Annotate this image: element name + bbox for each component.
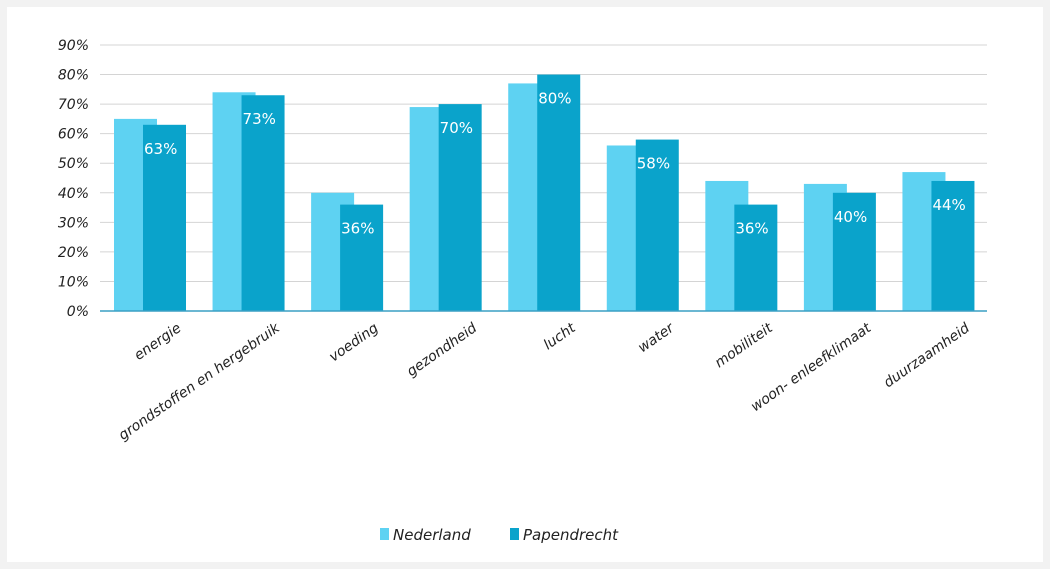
bar-papendrecht-2 bbox=[241, 95, 285, 311]
chart-container: 0% 10% 20% 30% 40% 50% 60% 70% 80% 90% 63% 73% 36% 7… bbox=[7, 7, 1043, 562]
x-category-label: mobiliteit bbox=[712, 320, 776, 371]
data-label: 58% bbox=[637, 155, 670, 173]
x-category-label: voeding bbox=[326, 320, 381, 365]
bar-papendrecht-9 bbox=[931, 180, 975, 311]
y-tick-label: 70% bbox=[58, 97, 89, 113]
bar-papendrecht-8 bbox=[832, 192, 876, 311]
y-tick-label: 0% bbox=[67, 304, 89, 320]
y-tick-label: 30% bbox=[58, 215, 89, 231]
data-label: 36% bbox=[735, 220, 768, 238]
x-category-label: water bbox=[635, 319, 678, 356]
x-category-label: energie bbox=[131, 320, 184, 364]
data-labels: 63% 73% 36% 70% 80% 58% 36% 40% 44% bbox=[144, 90, 966, 238]
legend-swatch-papendrecht bbox=[510, 528, 519, 540]
legend-swatch-nederland bbox=[380, 528, 389, 540]
data-label: 63% bbox=[144, 140, 177, 158]
y-tick-label: 50% bbox=[58, 156, 89, 172]
legend-label-nederland: Nederland bbox=[393, 526, 471, 544]
y-tick-label: 10% bbox=[58, 274, 89, 290]
data-label: 40% bbox=[834, 208, 867, 226]
y-tick-label: 90% bbox=[58, 38, 89, 54]
y-tick-label: 40% bbox=[58, 186, 89, 202]
data-label: 44% bbox=[932, 196, 965, 214]
y-axis-tick-labels: 0% 10% 20% 30% 40% 50% 60% 70% 80% 90% bbox=[58, 38, 89, 320]
data-label: 73% bbox=[243, 110, 276, 128]
data-label: 36% bbox=[341, 220, 374, 238]
data-label: 80% bbox=[538, 90, 571, 108]
bar-papendrecht-3 bbox=[340, 204, 384, 311]
x-category-label: duurzaamheid bbox=[881, 320, 973, 391]
y-tick-label: 20% bbox=[58, 245, 89, 261]
bar-chart: 0% 10% 20% 30% 40% 50% 60% 70% 80% 90% 63% 73% 36% 7… bbox=[58, 38, 987, 544]
bar-papendrecht-1 bbox=[143, 124, 186, 311]
legend-label-papendrecht: Papendrecht bbox=[523, 526, 619, 544]
x-category-label: gezondheid bbox=[404, 320, 480, 380]
x-category-label: grondstoffen en hergebruik bbox=[116, 320, 284, 444]
bar-papendrecht-4 bbox=[438, 104, 482, 311]
y-tick-label: 60% bbox=[58, 127, 89, 143]
bars bbox=[114, 74, 975, 312]
bar-papendrecht-7 bbox=[734, 204, 778, 311]
bar-papendrecht-6 bbox=[635, 139, 679, 311]
y-tick-label: 80% bbox=[58, 68, 89, 84]
legend: Nederland Papendrecht bbox=[380, 526, 619, 544]
x-category-label: lucht bbox=[541, 320, 579, 353]
bar-papendrecht-5 bbox=[537, 74, 581, 311]
data-label: 70% bbox=[440, 119, 473, 137]
